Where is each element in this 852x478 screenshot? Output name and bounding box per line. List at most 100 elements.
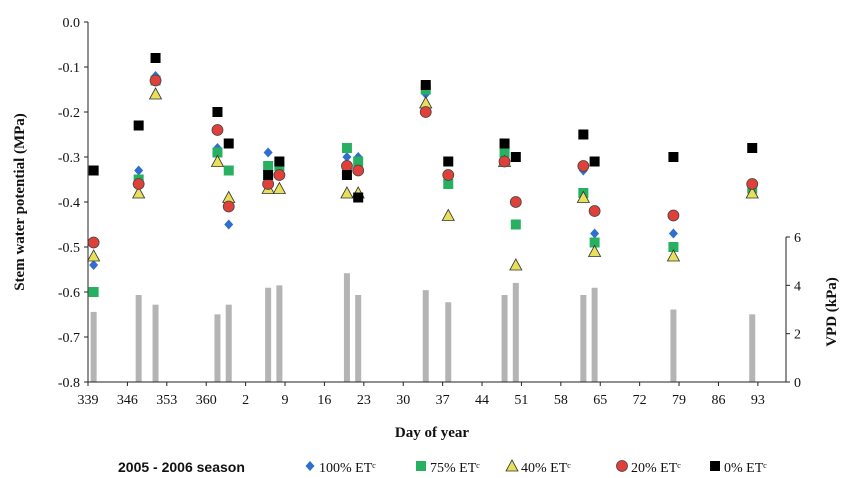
data-point: [223, 138, 234, 149]
data-point: [498, 155, 511, 168]
data-point: [89, 260, 99, 270]
data-point: [590, 228, 600, 239]
x-tick-label: 86: [711, 393, 725, 408]
data-point: [587, 244, 602, 257]
x-tick-label: 37: [436, 393, 450, 408]
x-tick-label: 9: [282, 393, 289, 408]
x-tick-label: 360: [196, 393, 217, 408]
data-point: [668, 152, 679, 162]
data-point: [510, 219, 521, 230]
data-point: [272, 181, 287, 194]
vpd-bar: [90, 311, 97, 382]
data-point: [420, 80, 431, 90]
legend-label: 40% ETᶜ: [521, 461, 571, 476]
legend-label: 20% ETᶜ: [631, 461, 681, 476]
vpd-bar: [749, 314, 756, 382]
vpd-bar: [225, 304, 232, 382]
data-point: [134, 165, 144, 176]
series-3: [87, 74, 759, 249]
data-point: [576, 190, 591, 203]
y-tick-label: -0.3: [58, 151, 80, 166]
data-point: [211, 124, 224, 136]
data-point: [341, 160, 353, 172]
data-point: [577, 160, 590, 172]
legend-marker: [616, 460, 628, 472]
data-point: [666, 249, 681, 262]
data-point: [224, 219, 234, 230]
data-point: [353, 156, 364, 167]
y-tick-label: 0.0: [63, 16, 81, 31]
data-point: [509, 196, 522, 208]
vpd-bar: [214, 314, 221, 382]
x-tick-label: 51: [514, 393, 528, 408]
x-tick-label: 58: [554, 393, 568, 408]
x-tick-label: 93: [751, 393, 765, 408]
legend-label: 0% ETᶜ: [724, 461, 767, 476]
data-point: [499, 147, 510, 158]
vpd-bar: [591, 287, 598, 382]
axes: [84, 21, 790, 386]
data-point: [341, 143, 352, 153]
data-point: [133, 120, 144, 131]
x-axis-title: Day of year: [395, 425, 469, 441]
data-point: [499, 138, 510, 149]
data-point: [149, 74, 162, 87]
vpd-bar: [670, 309, 677, 382]
data-point: [419, 106, 432, 118]
data-point: [341, 170, 352, 180]
y2-tick-label: 6: [794, 231, 801, 246]
data-point: [747, 143, 758, 153]
x-tick-label: 339: [78, 393, 99, 408]
x-tick-label: 65: [593, 393, 607, 408]
x-tick-label: 346: [117, 393, 138, 408]
legend-marker: [416, 461, 426, 471]
data-point: [212, 147, 223, 158]
data-point: [510, 152, 521, 162]
y-tick-label: -0.7: [58, 331, 80, 346]
x-tick-label: 23: [357, 393, 371, 408]
series-4: [88, 53, 758, 203]
vpd-bar: [135, 295, 142, 382]
legend-title: 2005 - 2006 season: [118, 459, 245, 475]
vpd-bar: [445, 302, 452, 382]
data-point: [210, 154, 225, 167]
data-point: [443, 156, 454, 167]
data-point: [263, 170, 274, 180]
y-tick-label: -0.2: [58, 106, 80, 121]
data-point: [223, 165, 234, 176]
y-axis-title: Stem water potential (MPa): [12, 113, 28, 291]
data-point: [509, 258, 523, 271]
x-tick-label: 30: [396, 393, 410, 408]
data-point: [87, 236, 100, 249]
x-tick-label: 72: [633, 393, 647, 408]
legend-marker: [710, 461, 720, 471]
data-point: [443, 179, 454, 189]
data-point: [273, 169, 286, 181]
y-tick-label: -0.5: [58, 241, 80, 256]
vpd-bar: [343, 273, 350, 382]
vpd-bars: [90, 273, 756, 382]
vpd-bar: [276, 285, 283, 382]
legend-label: 75% ETᶜ: [430, 461, 480, 476]
data-point: [88, 287, 99, 297]
data-point: [589, 156, 600, 167]
data-point: [88, 165, 99, 176]
y2-axis-title: VPD (kPa): [824, 277, 840, 347]
data-point: [342, 152, 352, 162]
y2-tick-label: 2: [794, 328, 801, 343]
data-points: [86, 53, 759, 297]
data-point: [86, 249, 101, 262]
legend: 2005 - 2006 season 100% ETᶜ 75% ETᶜ 40% ET…: [118, 459, 767, 476]
legend-label: 100% ETᶜ: [319, 461, 376, 476]
data-point: [668, 242, 679, 252]
y-tick-label: -0.4: [58, 196, 80, 211]
data-point: [263, 147, 273, 158]
y2-tick-label: 4: [794, 279, 801, 294]
data-point: [588, 205, 601, 217]
vpd-bar: [580, 295, 587, 382]
data-point: [148, 87, 163, 100]
data-point: [746, 178, 759, 190]
data-point: [274, 156, 285, 167]
data-point: [352, 164, 365, 177]
